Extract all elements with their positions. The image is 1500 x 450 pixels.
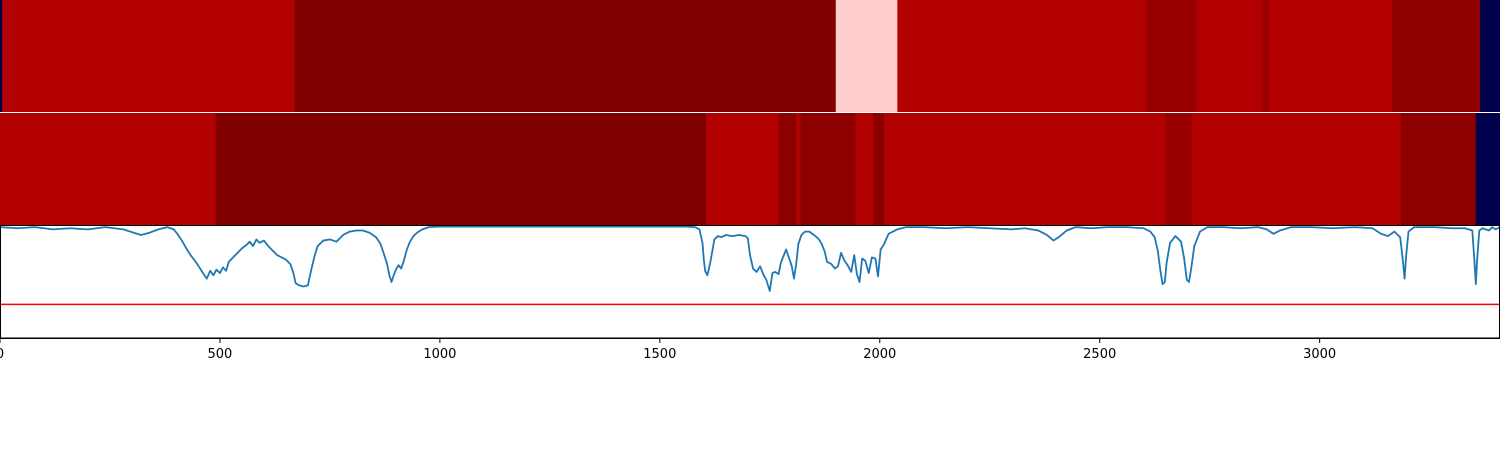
heatmap-cell-1-6 (1145, 0, 1197, 112)
heatmap-cell-1-4 (835, 0, 898, 112)
series-line (0, 225, 1500, 292)
line-plot-panel (0, 225, 1500, 339)
heatmap-cell-2-6 (800, 113, 856, 225)
x-tick-label-1000: 1000 (423, 347, 456, 362)
x-tick-label-2500: 2500 (1083, 347, 1116, 362)
heatmap-cell-2-7 (855, 113, 874, 225)
x-tick-label-0: 0 (0, 347, 4, 362)
heatmap-cell-1-3 (294, 0, 837, 112)
heatmap-cell-1-1 (0, 0, 3, 112)
heatmap-cell-2-10 (1165, 113, 1193, 225)
x-axis-ticks: 0 500 1000 1500 2000 2500 3000 (0, 338, 1336, 362)
heatmap-cell-1-11 (1480, 0, 1500, 112)
heatmap-cell-2-2 (215, 113, 707, 225)
heatmap-cell-2-9 (884, 113, 1167, 225)
heatmap-cell-1-10 (1392, 0, 1481, 112)
heatmap-cell-2-8 (873, 113, 885, 225)
heatmap-cell-2-13 (1475, 113, 1500, 225)
heatmap-cell-1-8 (1262, 0, 1270, 112)
x-tick-label-3000: 3000 (1303, 347, 1336, 362)
heatmap-cell-1-5 (897, 0, 1147, 112)
x-tick-label-1500: 1500 (643, 347, 676, 362)
heatmap-cell-2-12 (1401, 113, 1477, 225)
heatmap-cell-1-7 (1196, 0, 1263, 112)
heatmap-cell-2-5 (796, 113, 801, 225)
heatmap-cell-2-3 (706, 113, 779, 225)
heatmap-track-2 (0, 113, 1500, 225)
heatmap-cell-2-1 (0, 113, 216, 225)
heatmap-cell-1-2 (2, 0, 296, 112)
heatmap-cell-2-4 (778, 113, 797, 225)
heatmap-cell-1-9 (1269, 0, 1393, 112)
x-tick-label-500: 500 (208, 347, 233, 362)
heatmap-cell-2-11 (1192, 113, 1402, 225)
heatmap-track-1 (0, 0, 1500, 112)
x-tick-label-2000: 2000 (863, 347, 896, 362)
line-panel-background (0, 226, 1500, 338)
